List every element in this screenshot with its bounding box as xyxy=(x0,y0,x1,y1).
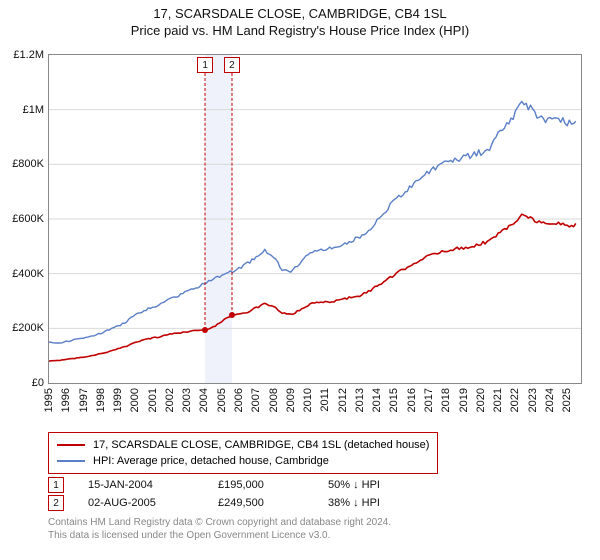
legend-label: 17, SCARSDALE CLOSE, CAMBRIDGE, CB4 1SL … xyxy=(93,439,429,451)
footer-line: Contains HM Land Registry data © Crown c… xyxy=(48,516,391,529)
marker-flag: 1 xyxy=(197,57,213,73)
data-point-row: 2 02-AUG-2005 £249,500 38% ↓ HPI xyxy=(48,494,438,512)
x-tick-label: 1998 xyxy=(95,388,107,412)
x-tick-label: 1996 xyxy=(60,388,72,412)
legend-label: HPI: Average price, detached house, Camb… xyxy=(93,455,329,467)
x-tick-label: 2009 xyxy=(285,388,297,412)
x-tick-label: 2011 xyxy=(319,388,331,412)
x-tick-label: 2005 xyxy=(216,388,228,412)
y-tick-label: £800K xyxy=(2,158,44,170)
data-point-price: £249,500 xyxy=(218,497,328,509)
x-tick-label: 2004 xyxy=(198,388,210,412)
footer-attribution: Contains HM Land Registry data © Crown c… xyxy=(48,516,391,542)
x-tick-label: 2022 xyxy=(509,388,521,412)
data-point-date: 02-AUG-2005 xyxy=(88,497,218,509)
x-tick-label: 2019 xyxy=(458,388,470,412)
footer-line: This data is licensed under the Open Gov… xyxy=(48,529,391,542)
x-tick-label: 1997 xyxy=(78,388,90,412)
chart-subtitle: Price paid vs. HM Land Registry's House … xyxy=(0,23,600,38)
x-tick-label: 2010 xyxy=(302,388,314,412)
x-tick-label: 2024 xyxy=(544,388,556,412)
legend-swatch xyxy=(57,460,85,462)
data-point-marker-icon: 2 xyxy=(48,495,64,511)
y-tick-label: £200K xyxy=(2,322,44,334)
series-hpi xyxy=(49,101,576,343)
y-tick-label: £600K xyxy=(2,213,44,225)
x-tick-label: 2001 xyxy=(147,388,159,412)
x-tick-label: 1995 xyxy=(43,388,55,412)
x-tick-label: 2025 xyxy=(561,388,573,412)
x-tick-label: 2017 xyxy=(423,388,435,412)
x-tick-label: 2006 xyxy=(233,388,245,412)
data-point-diff: 50% ↓ HPI xyxy=(328,479,438,491)
line-series xyxy=(49,55,581,383)
x-tick-label: 2013 xyxy=(354,388,366,412)
x-tick-label: 2018 xyxy=(440,388,452,412)
y-tick-label: £1M xyxy=(2,104,44,116)
y-tick-label: £400K xyxy=(2,268,44,280)
title-block: 17, SCARSDALE CLOSE, CAMBRIDGE, CB4 1SL … xyxy=(0,0,600,38)
data-point-marker-icon: 1 xyxy=(48,477,64,493)
y-tick-label: £1.2M xyxy=(2,49,44,61)
data-points-table: 1 15-JAN-2004 £195,000 50% ↓ HPI 2 02-AU… xyxy=(48,476,438,512)
chart-container: 17, SCARSDALE CLOSE, CAMBRIDGE, CB4 1SL … xyxy=(0,0,600,560)
x-tick-label: 2021 xyxy=(492,388,504,412)
plot-area: 12 xyxy=(48,54,582,384)
x-tick-label: 2002 xyxy=(164,388,176,412)
marker-dot xyxy=(202,327,208,333)
legend-swatch xyxy=(57,444,85,446)
x-tick-label: 2000 xyxy=(129,388,141,412)
x-tick-label: 2014 xyxy=(371,388,383,412)
x-tick-label: 2023 xyxy=(527,388,539,412)
x-tick-label: 2012 xyxy=(337,388,349,412)
x-tick-label: 2016 xyxy=(406,388,418,412)
data-point-diff: 38% ↓ HPI xyxy=(328,497,438,509)
marker-stem xyxy=(205,73,206,330)
y-tick-label: £0 xyxy=(2,377,44,389)
data-point-price: £195,000 xyxy=(218,479,328,491)
legend: 17, SCARSDALE CLOSE, CAMBRIDGE, CB4 1SL … xyxy=(48,432,438,474)
marker-stem xyxy=(231,73,232,315)
marker-flag: 2 xyxy=(224,57,240,73)
x-tick-label: 2015 xyxy=(388,388,400,412)
chart-title-address: 17, SCARSDALE CLOSE, CAMBRIDGE, CB4 1SL xyxy=(0,6,600,21)
data-point-row: 1 15-JAN-2004 £195,000 50% ↓ HPI xyxy=(48,476,438,494)
x-tick-label: 2007 xyxy=(250,388,262,412)
series-price_paid xyxy=(49,214,576,361)
legend-item: 17, SCARSDALE CLOSE, CAMBRIDGE, CB4 1SL … xyxy=(57,437,429,453)
data-point-date: 15-JAN-2004 xyxy=(88,479,218,491)
x-tick-label: 2003 xyxy=(181,388,193,412)
x-tick-label: 2020 xyxy=(475,388,487,412)
marker-dot xyxy=(229,312,235,318)
x-tick-label: 1999 xyxy=(112,388,124,412)
x-tick-label: 2008 xyxy=(268,388,280,412)
legend-item: HPI: Average price, detached house, Camb… xyxy=(57,453,429,469)
